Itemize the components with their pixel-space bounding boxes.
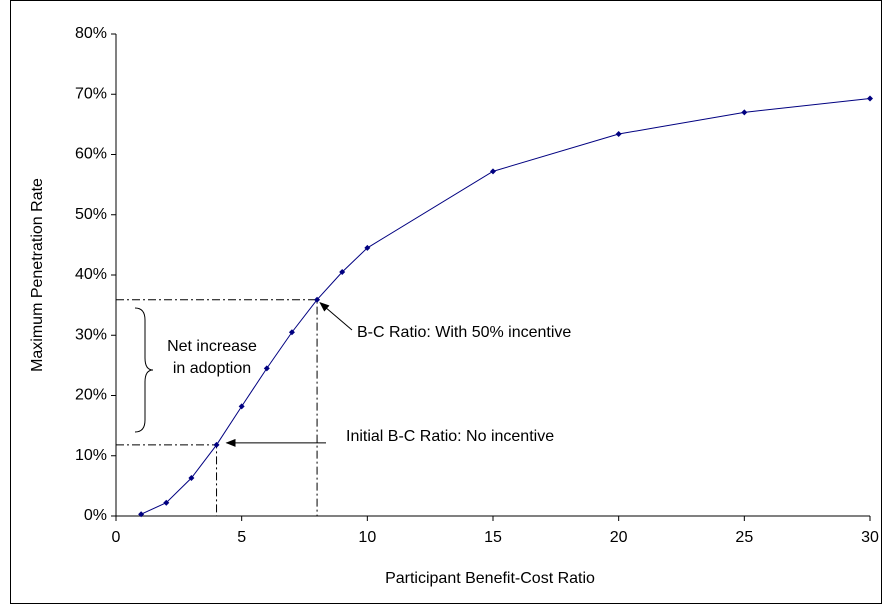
y-tick-label: 80% — [75, 25, 107, 42]
annotation: Net increase — [167, 338, 257, 355]
data-point — [138, 511, 145, 518]
annotation: Initial B-C Ratio: No incentive — [346, 428, 554, 445]
data-point — [490, 168, 496, 175]
x-tick-label: 20 — [610, 529, 628, 546]
x-axis-label: Participant Benefit-Cost Ratio — [385, 570, 595, 587]
y-tick-label: 30% — [75, 326, 107, 343]
data-point — [263, 365, 270, 372]
x-tick-label: 25 — [735, 529, 753, 546]
data-point — [867, 95, 873, 102]
brace — [134, 307, 154, 433]
data-point — [364, 244, 371, 251]
data-point — [741, 109, 748, 116]
x-tick-label: 5 — [237, 529, 246, 546]
y-tick-label: 70% — [75, 85, 107, 102]
x-tick-label: 0 — [112, 529, 121, 546]
series-line — [140, 97, 871, 515]
y-tick-label: 40% — [75, 266, 107, 283]
x-tick-label: 15 — [484, 529, 502, 546]
data-point — [615, 131, 622, 138]
chart-border — [10, 0, 882, 604]
y-tick-label: 50% — [75, 206, 107, 223]
data-point — [213, 441, 220, 448]
data-point — [288, 329, 295, 336]
y-tick-label: 60% — [75, 146, 107, 163]
data-point — [238, 403, 245, 410]
annotation: in adoption — [173, 360, 251, 377]
reference-line — [116, 299, 318, 516]
annotation: B-C Ratio: With 50% incentive — [357, 324, 571, 341]
data-point — [163, 499, 170, 506]
y-axis-label: Maximum Penetration Rate — [29, 178, 46, 372]
x-tick-label: 30 — [861, 529, 879, 546]
y-tick-label: 0% — [84, 507, 107, 524]
data-point — [188, 475, 195, 482]
y-tick-label: 20% — [75, 387, 107, 404]
data-point — [314, 296, 321, 303]
y-tick-label: 10% — [75, 447, 107, 464]
data-point — [339, 268, 346, 275]
x-tick-label: 10 — [358, 529, 376, 546]
annotation-arrow — [319, 302, 353, 331]
